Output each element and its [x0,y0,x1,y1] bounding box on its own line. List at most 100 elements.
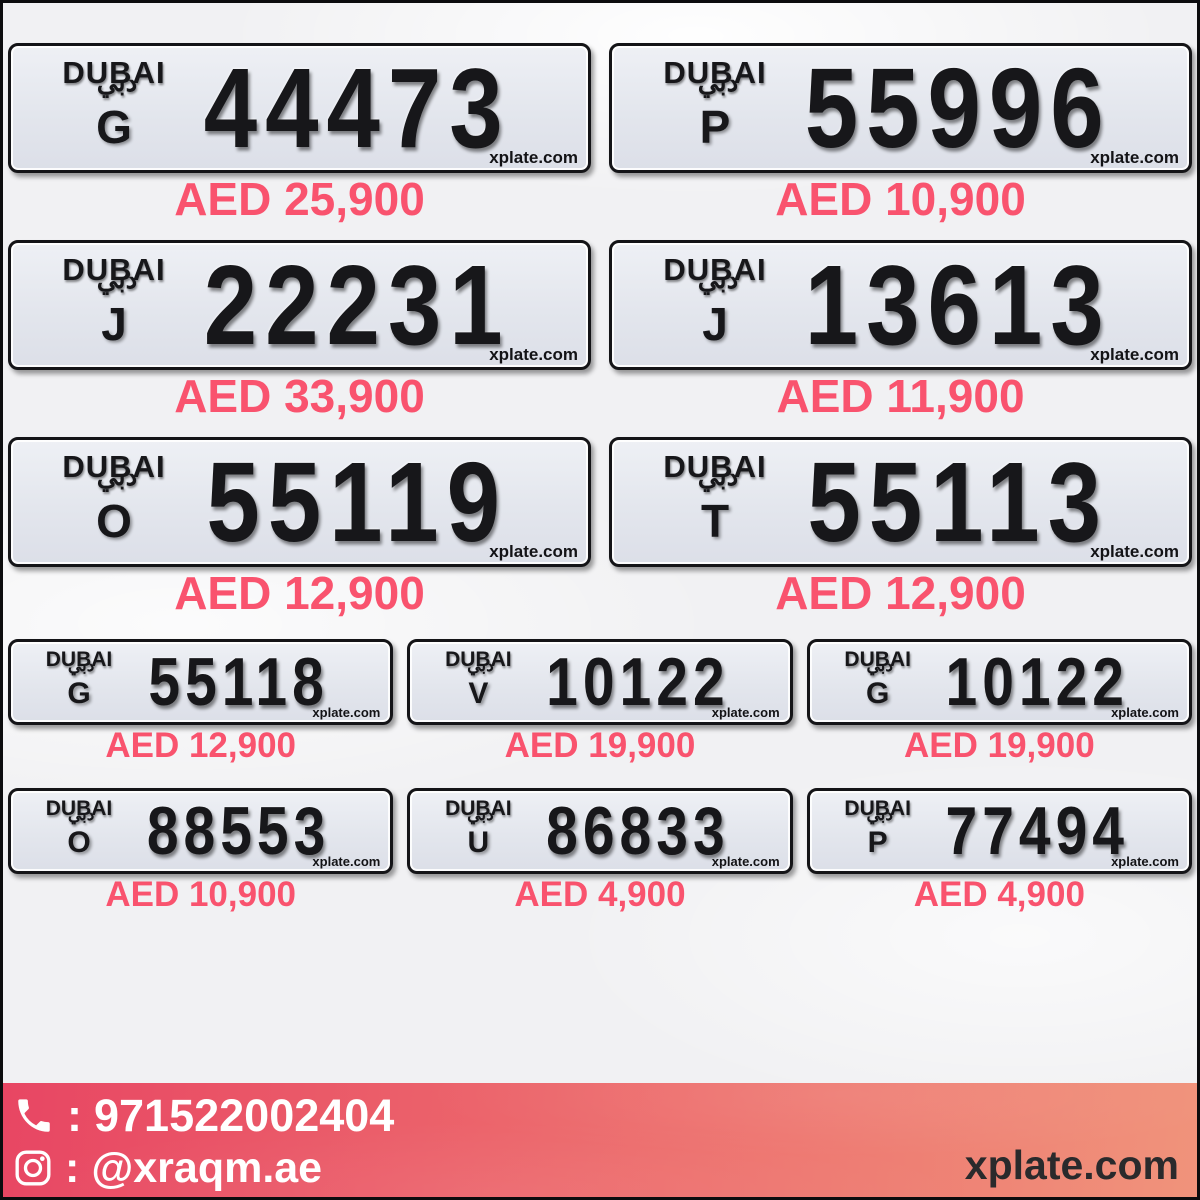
dubai-logo-latin: DUBAI [45,648,113,671]
dubai-logo-latin: DUBAI [844,648,911,671]
plate-listing: DUBAI دبي P 55996 xplate.com AED 10,900 [609,43,1192,223]
dubai-logo: DUBAI دبي [640,252,790,294]
dubai-logo-latin: DUBAI [844,797,911,820]
dubai-logo-latin: DUBAI [663,55,767,90]
dubai-logo-latin: DUBAI [62,55,166,90]
dubai-logo: DUBAI دبي [426,648,530,675]
phone-line: : 971522002404 [13,1088,394,1143]
license-plate: DUBAI دبي P 77494 xplate.com [806,788,1192,874]
plate-listing: DUBAI دبي J 22231 xplate.com AED 33,900 [8,240,591,420]
site-link: xplate.com [964,1142,1179,1188]
price-label: AED 33,900 [174,370,425,422]
dubai-logo-latin: DUBAI [663,252,767,287]
plate-number: 55113 [807,439,1110,566]
plate-listing: DUBAI دبي O 88553 xplate.com AED 10,900 [8,788,394,913]
plate-number: 10122 [546,644,730,721]
phone-icon [13,1095,55,1137]
price-label: AED 4,900 [913,875,1085,914]
license-plate: DUBAI دبي P 55996 xplate.com [609,43,1192,173]
dubai-logo-arabic: دبي [866,805,893,824]
plate-identity: DUBAI دبي J [39,252,189,350]
xplate-watermark: xplate.com [1090,345,1179,364]
dubai-logo-arabic: دبي [467,656,494,675]
price-label: AED 25,900 [174,173,425,225]
plate-code: G [865,677,890,710]
plate-listing: DUBAI دبي P 77494 xplate.com AED 4,900 [806,788,1192,914]
license-plate: DUBAI دبي G 44473 xplate.com [8,43,591,173]
plate-code: G [96,101,132,153]
instagram-separator: : [65,1143,80,1192]
xplate-watermark: xplate.com [489,542,578,561]
xplate-watermark: xplate.com [489,148,578,167]
plate-identity: DUBAI دبي J [640,252,790,347]
plate-listing: DUBAI دبي U 86833 xplate.com AED 4,900 [407,788,793,914]
price-label: AED 19,900 [903,726,1095,765]
dubai-logo-latin: DUBAI [445,648,512,671]
license-plate: DUBAI دبي O 55119 xplate.com [8,437,591,567]
dubai-logo: DUBAI دبي [39,449,189,491]
price-label: AED 10,900 [775,173,1026,225]
dubai-logo-arabic: دبي [96,264,138,294]
price-label: AED 12,900 [174,567,425,619]
plate-listing: DUBAI دبي V 10122 xplate.com AED 19,900 [407,639,793,765]
instagram-icon [13,1148,53,1188]
dubai-logo-latin: DUBAI [62,449,166,484]
plate-number: 55996 [804,45,1112,172]
dubai-logo: DUBAI دبي [39,252,189,294]
dubai-logo-latin: DUBAI [62,252,166,287]
plate-identity: DUBAI دبي U [426,798,530,859]
license-plate: DUBAI دبي V 10122 xplate.com [407,639,793,725]
dubai-logo-arabic: دبي [67,805,95,824]
plate-code: O [67,826,91,859]
plate-number: 86833 [546,793,730,870]
plate-identity: DUBAI دبي G [39,55,189,153]
large-plates-grid: DUBAI دبي G 44473 xplate.com AED 25,900 D… [8,43,1192,634]
plate-identity: DUBAI دبي V [426,648,530,710]
dubai-logo: DUBAI دبي [27,798,131,824]
dubai-logo-arabic: دبي [96,67,138,97]
small-plates-grid: DUBAI دبي G 55118 xplate.com AED 12,900 D… [8,639,1192,937]
dubai-logo: DUBAI دبي [426,798,530,824]
xplate-watermark: xplate.com [312,854,381,869]
plate-code: G [67,677,91,710]
price-label: AED 12,900 [105,726,296,765]
plate-identity: DUBAI دبي G [826,648,930,710]
price-label: AED 19,900 [504,726,696,765]
plate-listing: DUBAI دبي G 55118 xplate.com AED 12,900 [8,639,394,765]
dubai-logo-latin: DUBAI [663,449,767,484]
dubai-logo-arabic: دبي [96,461,138,491]
dubai-logo-arabic: دبي [697,67,739,97]
plate-listing: DUBAI دبي O 55119 xplate.com AED 12,900 [8,437,591,617]
xplate-watermark: xplate.com [1111,854,1179,869]
license-plate: DUBAI دبي G 55118 xplate.com [8,639,394,725]
xplate-watermark: xplate.com [711,854,780,869]
dubai-logo: DUBAI دبي [640,449,790,491]
plate-identity: DUBAI دبي G [27,648,131,710]
xplate-watermark: xplate.com [1090,542,1179,561]
plate-code: U [467,826,490,859]
plate-number: 44473 [203,45,511,172]
plate-code: T [700,495,730,547]
xplate-watermark: xplate.com [489,345,578,364]
plates-area: DUBAI دبي G 44473 xplate.com AED 25,900 D… [3,3,1197,937]
plate-code: J [101,298,127,350]
xplate-watermark: xplate.com [1111,705,1179,720]
plate-identity: DUBAI دبي O [39,449,189,544]
dubai-logo: DUBAI دبي [39,55,189,97]
phone-number: 971522002404 [94,1089,395,1141]
price-label: AED 4,900 [514,875,686,914]
dubai-logo-arabic: دبي [697,264,739,294]
plate-number: 77494 [945,793,1130,870]
plate-number: 55118 [148,644,329,721]
xplate-watermark: xplate.com [711,705,780,720]
instagram-handle: @xraqm.ae [91,1143,323,1192]
plate-identity: DUBAI دبي P [826,797,930,858]
dubai-logo: DUBAI دبي [826,797,930,824]
plate-number: 55119 [206,439,509,566]
price-label: AED 11,900 [776,370,1025,422]
plate-code: V [468,677,489,710]
xplate-watermark: xplate.com [1090,148,1179,167]
plate-identity: DUBAI دبي T [640,449,790,547]
plate-identity: DUBAI دبي O [27,798,131,859]
license-plate: DUBAI دبي O 88553 xplate.com [8,788,394,874]
